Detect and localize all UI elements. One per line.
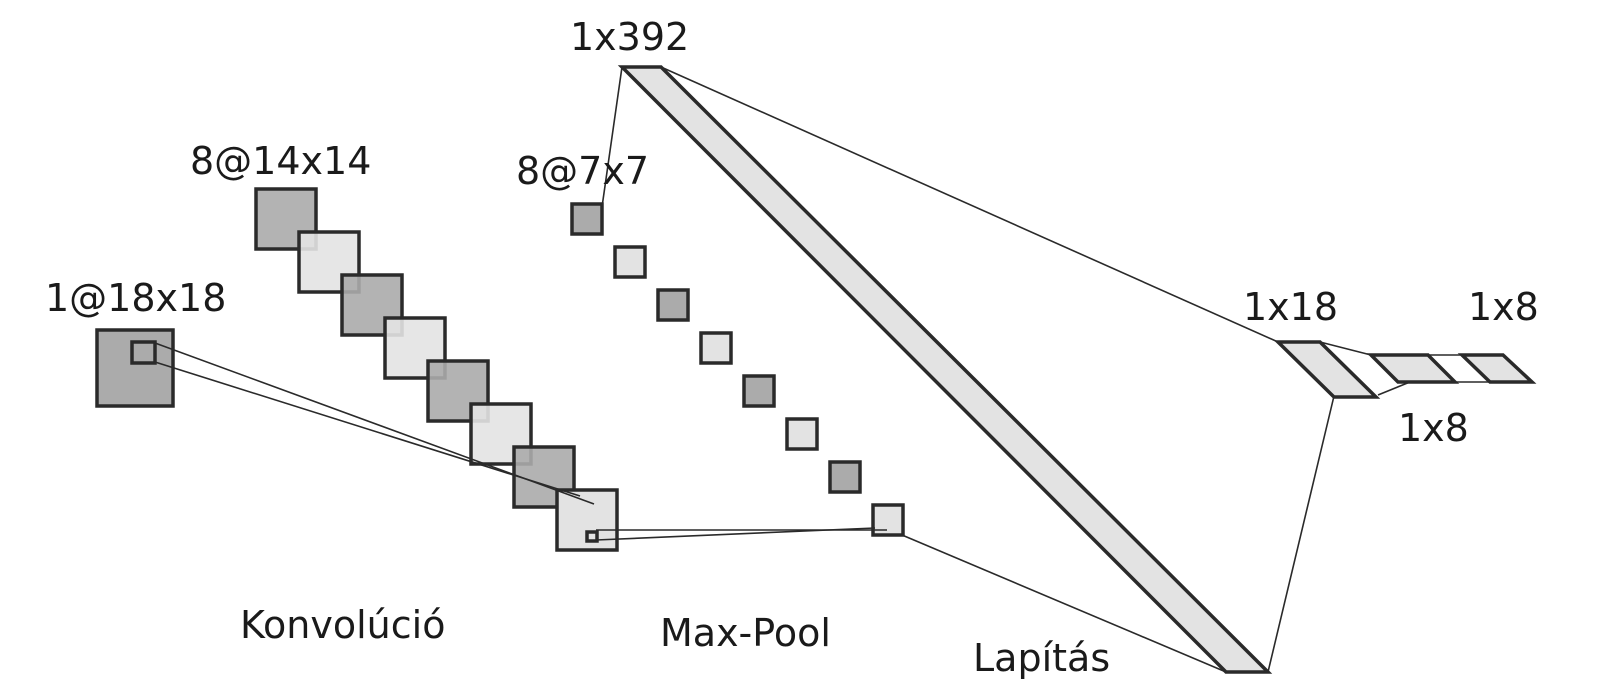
pool-feature-map <box>613 245 647 279</box>
pool-feature-map <box>699 331 733 365</box>
input-kernel-window <box>130 340 157 365</box>
flatten-dim-label: 1x392 <box>570 15 689 59</box>
conv-dim-label: 8@14x14 <box>190 139 371 183</box>
conv-feature-map <box>254 187 318 251</box>
flatten-layer <box>617 65 1273 674</box>
pool-dim-label: 8@7x7 <box>516 149 649 193</box>
dense-8-vector-b <box>1457 353 1537 384</box>
stage-convolution-label: Konvolúció <box>240 603 445 647</box>
pool-feature-maps <box>570 202 905 537</box>
stage-flatten-label: Lapítás <box>973 636 1110 680</box>
input-to-conv-connection <box>154 342 595 505</box>
dense2-bottom-dim-label: 1x8 <box>1398 406 1469 450</box>
dimension-labels: 1@18x18 8@14x14 8@7x7 1x392 1x18 1x8 1x8 <box>45 15 1539 450</box>
pool-feature-map <box>656 288 690 322</box>
pool-feature-map <box>742 374 776 408</box>
pool-feature-map <box>871 503 905 537</box>
stage-maxpool-label: Max-Pool <box>660 611 831 655</box>
stage-labels: Konvolúció Max-Pool Lapítás <box>240 603 1110 680</box>
dense-18-vector <box>1273 340 1381 399</box>
dense-layers <box>1273 340 1537 399</box>
input-layer <box>95 328 175 408</box>
input-dim-label: 1@18x18 <box>45 276 226 320</box>
dense-8-vector-a <box>1366 353 1460 384</box>
flatten-vector <box>617 65 1273 674</box>
pool-feature-map <box>828 460 862 494</box>
dense2-top-dim-label: 1x8 <box>1468 285 1539 329</box>
conv-pool-window <box>585 530 599 543</box>
pool-feature-map <box>785 417 819 451</box>
conv-feature-maps <box>254 187 619 552</box>
conv-to-pool-connection <box>595 527 887 541</box>
pool-feature-map <box>570 202 604 236</box>
flatten-connections <box>601 66 1490 673</box>
dense1-dim-label: 1x18 <box>1243 285 1338 329</box>
